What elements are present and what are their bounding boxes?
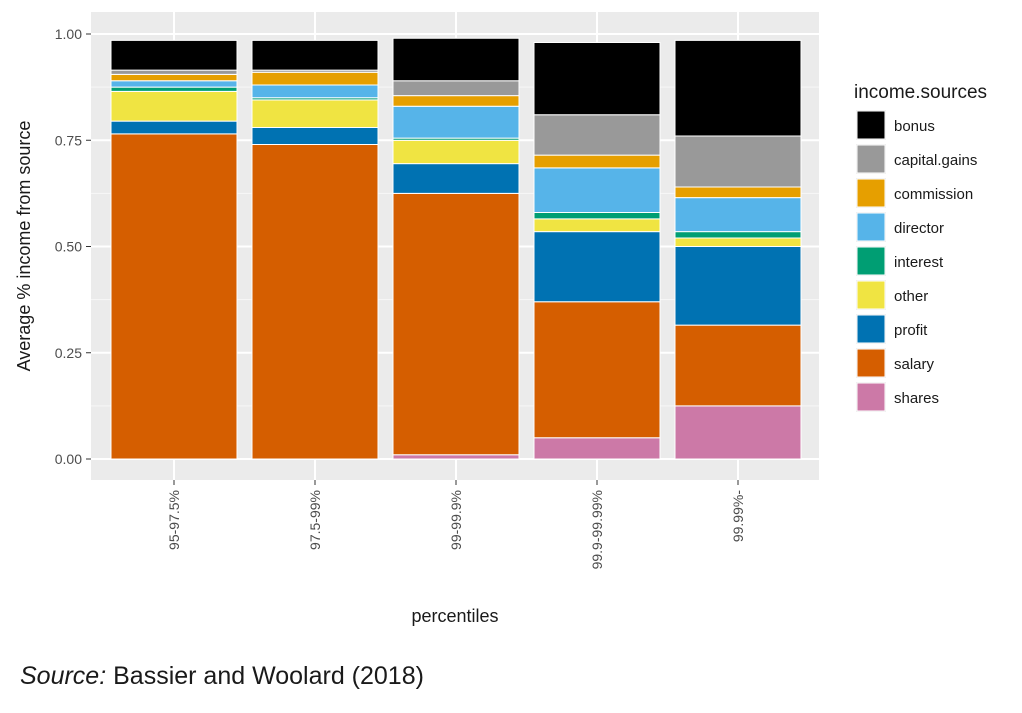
bar-segment-profit: [110, 120, 238, 135]
stacked-bar-chart: 0.00 0.25 0.50 0.75 1.00 95-97.5% 97.5-99% 99-…: [14, 12, 987, 626]
legend-label: interest: [894, 254, 944, 271]
legend-swatch: [856, 314, 886, 344]
bar-segment-other: [674, 237, 802, 247]
y-tick-label: 0.25: [55, 345, 82, 361]
legend-title: income.sources: [854, 82, 987, 103]
legend-swatch: [856, 246, 886, 276]
bar-segment-interest: [674, 231, 802, 239]
source-caption: Source: Bassier and Woolard (2018): [20, 662, 424, 691]
bar-segment-shares: [674, 405, 802, 460]
bar-segment-capital-gains: [392, 80, 520, 97]
legend-label: salary: [894, 356, 935, 373]
bar-segment-salary: [674, 324, 802, 407]
bar-segment-bonus: [110, 39, 238, 71]
bar-segment-commission: [251, 71, 379, 86]
bar-segment-other: [110, 90, 238, 122]
bar-segment-other: [533, 218, 661, 233]
legend-swatch: [856, 110, 886, 140]
bar-segment-salary: [533, 301, 661, 439]
legend-label: profit: [894, 322, 928, 339]
legend-label: other: [894, 288, 928, 305]
legend-label: bonus: [894, 118, 935, 135]
legend-label: commission: [894, 186, 973, 203]
x-tick-label: 99.99%-: [730, 490, 746, 542]
x-tick-label: 97.5-99%: [307, 490, 323, 550]
x-axis-title: percentiles: [411, 606, 498, 626]
bar-segment-bonus: [674, 39, 802, 137]
bar-segment-shares: [533, 437, 661, 460]
bars: [110, 37, 802, 460]
source-label: Source:: [20, 662, 107, 690]
legend-label: shares: [894, 390, 939, 407]
bar-segment-bonus: [533, 42, 661, 116]
bar-segment-commission: [533, 154, 661, 169]
legend-swatch: [856, 212, 886, 242]
x-axis: 95-97.5% 97.5-99% 99-99.9% 99.9-99.99% 99.99…: [166, 480, 746, 569]
bar-segment-other: [392, 139, 520, 165]
bar-segment-commission: [392, 95, 520, 107]
bar-segment-other: [251, 99, 379, 128]
bar-segment-capital-gains: [674, 135, 802, 188]
legend-swatch: [856, 348, 886, 378]
x-tick-label: 99-99.9%: [448, 490, 464, 550]
bar-segment-profit: [392, 163, 520, 194]
bar-segment-capital-gains: [110, 69, 238, 75]
legend-label: director: [894, 220, 944, 237]
bar-segment-director: [533, 167, 661, 213]
bar-segment-commission: [674, 186, 802, 199]
bar-segment-director: [110, 80, 238, 88]
bar-segment-salary: [251, 144, 379, 460]
bar-segment-profit: [674, 246, 802, 326]
bar-segment-shares: [392, 454, 520, 460]
bar-segment-interest: [110, 86, 238, 92]
bar-segment-bonus: [251, 39, 379, 71]
x-tick-label: 95-97.5%: [166, 490, 182, 550]
legend-swatch: [856, 280, 886, 310]
bar-segment-salary: [110, 133, 238, 460]
legend-label: capital.gains: [894, 152, 977, 169]
bar-segment-salary: [392, 192, 520, 456]
source-text: Bassier and Woolard (2018): [106, 662, 424, 690]
y-tick-label: 1.00: [55, 26, 82, 42]
bar-segment-director: [251, 84, 379, 99]
bar-segment-director: [392, 105, 520, 139]
y-axis: 0.00 0.25 0.50 0.75 1.00: [55, 26, 91, 467]
legend-swatch: [856, 382, 886, 412]
y-tick-label: 0.50: [55, 239, 82, 255]
legend-swatch: [856, 144, 886, 174]
bar-segment-profit: [533, 231, 661, 303]
y-axis-title: Average % income from source: [14, 121, 34, 372]
bar-segment-profit: [251, 127, 379, 145]
y-tick-label: 0.00: [55, 451, 82, 467]
legend: bonus capital.gains commission director inte…: [856, 110, 977, 412]
bar-segment-capital-gains: [533, 114, 661, 156]
bar-segment-bonus: [392, 37, 520, 82]
legend-swatch: [856, 178, 886, 208]
y-tick-label: 0.75: [55, 132, 82, 148]
bar-segment-director: [674, 197, 802, 233]
x-tick-label: 99.9-99.99%: [589, 490, 605, 569]
bar-segment-commission: [110, 73, 238, 82]
bar-segment-interest: [533, 212, 661, 220]
